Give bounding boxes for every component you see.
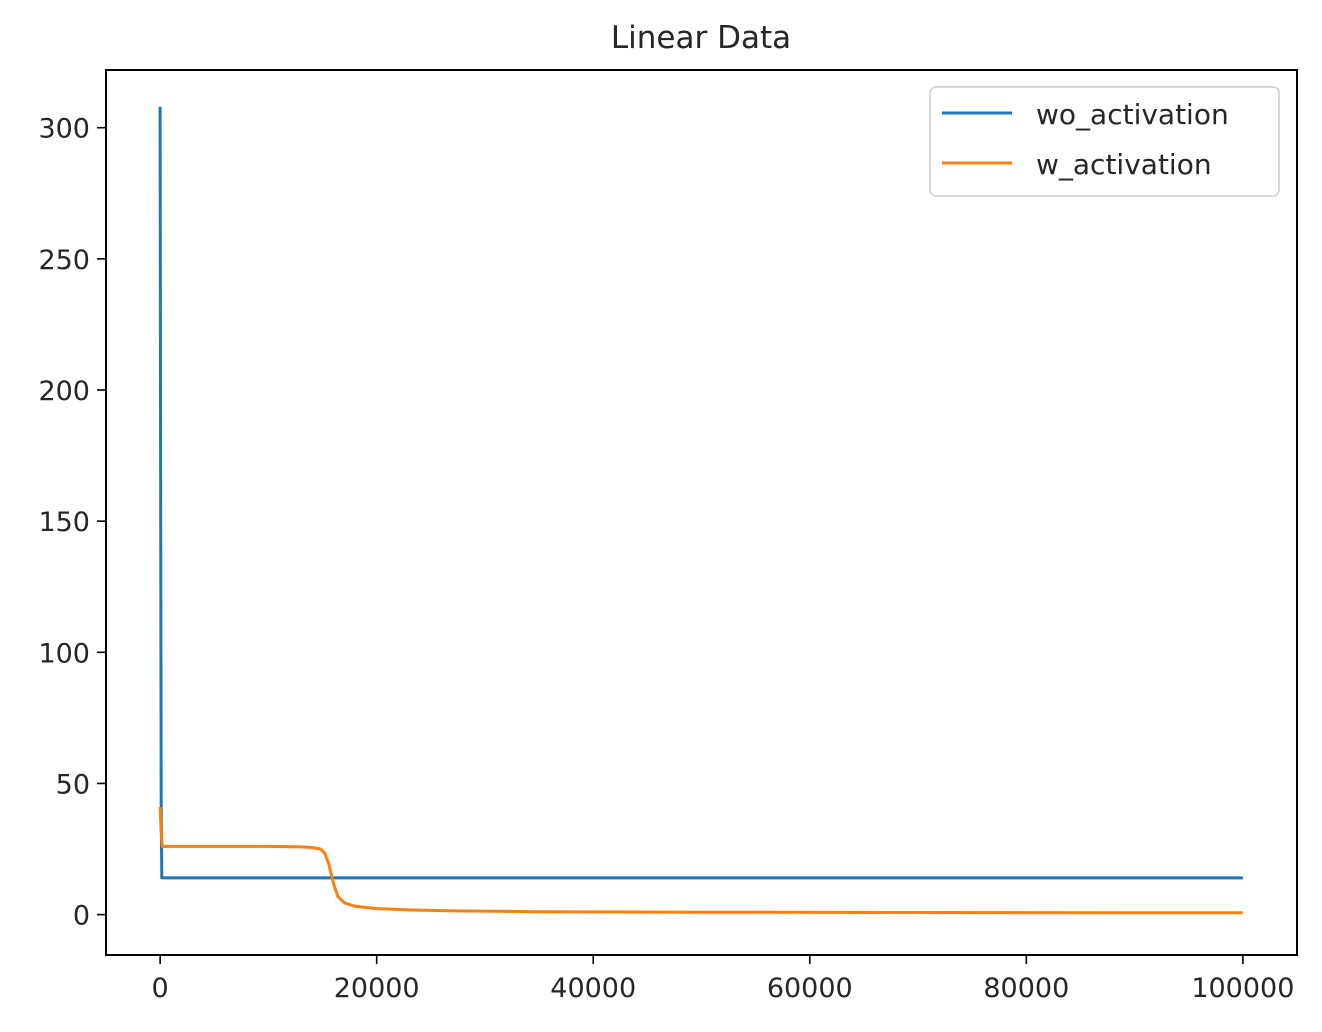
series-layer — [158, 106, 1243, 915]
y-tick-label: 0 — [73, 901, 90, 932]
x-tick-label: 80000 — [983, 973, 1069, 1004]
y-tick-label: 250 — [38, 245, 90, 276]
x-tick-label: 60000 — [767, 973, 853, 1004]
x-axis: 0 20000 40000 60000 80000 100000 — [152, 955, 1294, 1004]
legend-label-wo-activation: wo_activation — [1036, 98, 1229, 131]
x-tick-label: 0 — [152, 973, 169, 1004]
x-tick-label: 40000 — [550, 973, 636, 1004]
y-tick-label: 300 — [38, 114, 90, 145]
legend-box — [929, 86, 1280, 197]
legend: wo_activation w_activation — [929, 86, 1280, 197]
y-tick-label: 200 — [38, 376, 90, 407]
chart-title: Linear Data — [611, 20, 791, 56]
plot-frame — [105, 69, 1298, 956]
y-tick-label: 150 — [38, 507, 90, 538]
legend-label-w-activation: w_activation — [1036, 148, 1212, 181]
series-line-wo-activation — [158, 106, 1243, 880]
y-tick-label: 100 — [38, 638, 90, 669]
y-axis: 0 50 100 150 200 250 300 — [38, 114, 106, 932]
x-tick-label: 100000 — [1191, 973, 1294, 1004]
x-tick-label: 20000 — [334, 973, 420, 1004]
series-line-w-activation — [158, 807, 1243, 915]
y-tick-label: 50 — [56, 769, 90, 800]
